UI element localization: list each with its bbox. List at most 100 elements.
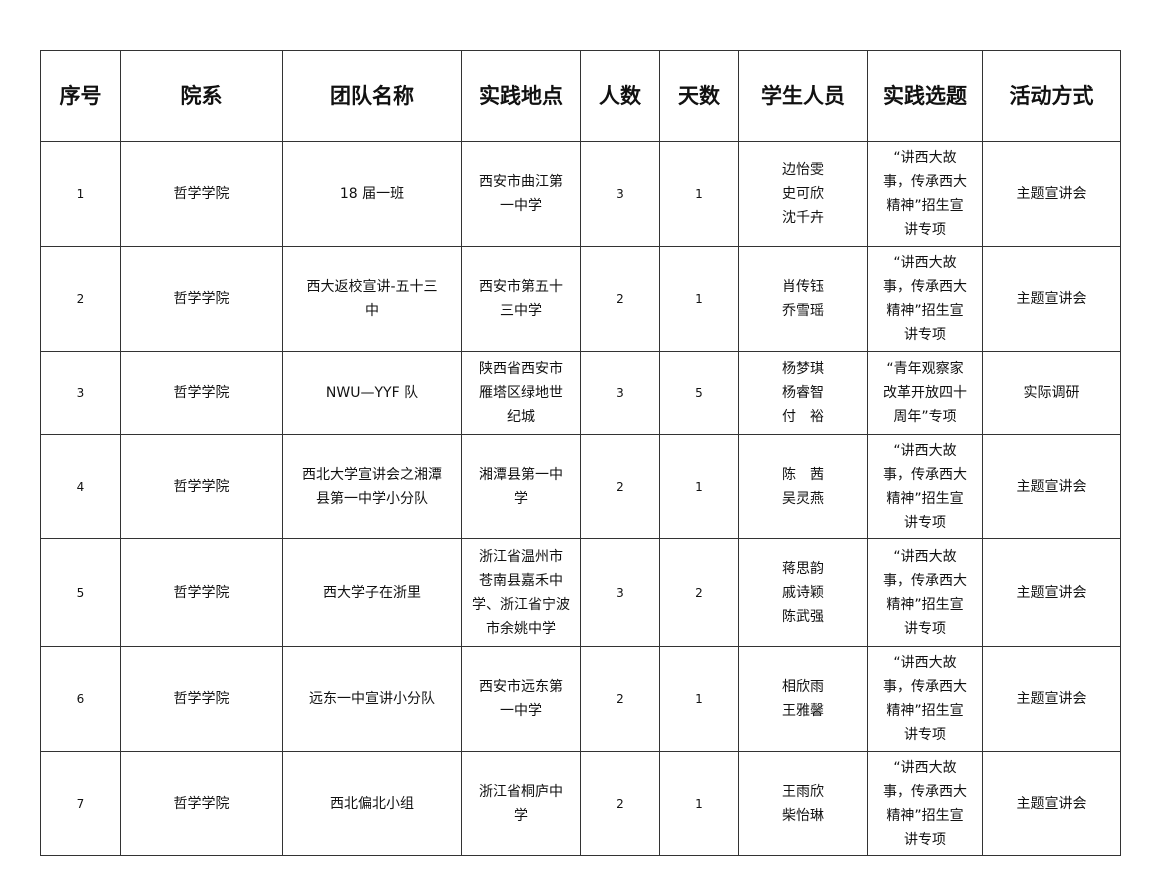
cell-line: 西安市曲江第 <box>479 174 563 190</box>
cell-activity-mode: 主题宣讲会 <box>982 434 1121 539</box>
cell-line: 乔雪瑶 <box>782 303 824 319</box>
practice-teams-table: 序号 院系 团队名称 实践地点 人数 天数 学生人员 实践选题 活动方式 1 哲学学院 18 届一班… <box>40 50 1121 856</box>
cell-location: 西安市曲江第 一中学 <box>461 141 581 247</box>
cell-line: 精神”招生宣 <box>886 490 964 507</box>
cell-line: 蒋思韵 <box>782 560 824 577</box>
cell-line: 湘潭县第一中 <box>479 466 563 483</box>
cell-line: 讲专项 <box>904 514 946 531</box>
cell-days: 1 <box>659 141 739 247</box>
cell-people-count: 3 <box>580 141 660 247</box>
cell-index: 2 <box>40 246 121 352</box>
cell-line: 学 <box>514 807 528 824</box>
cell-line: 柴怡琳 <box>782 807 824 824</box>
cell-team-name: NWU—YYF 队 <box>282 351 462 435</box>
cell-topic: “讲西大故 事，传承西大 精神”招生宣 讲专项 <box>867 751 983 856</box>
cell-line: 肖传钰 <box>782 279 824 295</box>
cell-people-count: 3 <box>580 351 660 435</box>
table-row: 1 哲学学院 18 届一班 西安市曲江第 一中学 3 1 边怡雯 史可欣 沈千卉 “讲西大故 事，传承… <box>40 141 1121 247</box>
cell-students: 边怡雯 史可欣 沈千卉 <box>738 141 868 247</box>
cell-students: 王雨欣 柴怡琳 <box>738 751 868 856</box>
cell-team-name: 西大学子在浙里 <box>282 538 462 647</box>
table-row: 4 哲学学院 西北大学宣讲会之湘潭 县第一中学小分队 湘潭县第一中学 2 1 陈 茜吴灵燕 “讲… <box>40 434 1121 539</box>
header-index: 序号 <box>40 50 121 142</box>
cell-line: 精神”招生宣 <box>886 703 964 719</box>
cell-days: 1 <box>659 751 739 856</box>
table-row: 5 哲学学院 西大学子在浙里 浙江省温州市 苍南县嘉禾中 学、浙江省宁波 市余姚中学 3 2 蒋思… <box>40 538 1121 647</box>
header-topic: 实践选题 <box>867 50 983 142</box>
header-students: 学生人员 <box>738 50 868 142</box>
header-row: 序号 院系 团队名称 实践地点 人数 天数 学生人员 实践选题 活动方式 <box>40 50 1121 142</box>
cell-department: 哲学学院 <box>120 646 283 752</box>
cell-line: 讲专项 <box>904 620 946 637</box>
cell-activity-mode: 主题宣讲会 <box>982 751 1121 856</box>
cell-topic: “讲西大故 事，传承西大 精神”招生宣 讲专项 <box>867 538 983 647</box>
cell-topic: “青年观察家 改革开放四十 周年”专项 <box>867 351 983 435</box>
cell-line: 中 <box>365 303 379 319</box>
cell-line: 戚诗颖 <box>782 584 824 601</box>
cell-line: 精神”招生宣 <box>886 198 964 214</box>
cell-department: 哲学学院 <box>120 141 283 247</box>
cell-team-name: 远东一中宣讲小分队 <box>282 646 462 752</box>
table-row: 3 哲学学院 NWU—YYF 队陕西省西安市 雁塔区绿地世 纪城 3 5 杨梦琪 杨睿智付 裕 “… <box>40 351 1121 435</box>
cell-activity-mode: 主题宣讲会 <box>982 141 1121 247</box>
cell-line: 18 届一班 <box>339 186 405 202</box>
cell-days: 1 <box>659 434 739 539</box>
cell-line: 西北偏北小组 <box>330 795 414 812</box>
cell-line: 讲专项 <box>904 831 946 848</box>
cell-department: 哲学学院 <box>120 351 283 435</box>
cell-location: 陕西省西安市 雁塔区绿地世 纪城 <box>461 351 581 435</box>
cell-line: 王雅馨 <box>782 703 824 719</box>
cell-students: 杨梦琪 杨睿智付 裕 <box>738 351 868 435</box>
table-row: 6 哲学学院 远东一中宣讲小分队 西安市远东第 一中学 2 1 相欣雨 王雅馨 “讲西大故 事，传承… <box>40 646 1121 752</box>
cell-line: 西北大学宣讲会之湘潭 <box>302 466 442 483</box>
cell-line: 三中学 <box>500 303 542 319</box>
cell-line: 事，传承西大 <box>883 174 967 190</box>
cell-line: 边怡雯 <box>782 162 824 178</box>
cell-line: 纪城 <box>507 409 535 425</box>
cell-activity-mode: 主题宣讲会 <box>982 246 1121 352</box>
cell-line: “青年观察家 <box>886 361 964 377</box>
cell-line: “讲西大故 <box>893 548 957 565</box>
cell-department: 哲学学院 <box>120 434 283 539</box>
cell-line: 周年”专项 <box>893 409 957 425</box>
cell-line: 浙江省温州市 <box>479 548 563 565</box>
cell-location: 浙江省温州市 苍南县嘉禾中 学、浙江省宁波 市余姚中学 <box>461 538 581 647</box>
header-days: 天数 <box>659 50 739 142</box>
cell-days: 5 <box>659 351 739 435</box>
cell-people-count: 3 <box>580 538 660 647</box>
table-row: 2 哲学学院 西大返校宣讲-五十三中西安市第五十 三中学 2 1 肖传钰 乔雪瑶 “讲西大故 事，… <box>40 246 1121 352</box>
cell-line: 一中学 <box>500 198 542 214</box>
cell-line: 事，传承西大 <box>883 783 967 800</box>
cell-line: 陕西省西安市 <box>479 361 563 377</box>
cell-index: 6 <box>40 646 121 752</box>
cell-topic: “讲西大故 事，传承西大 精神”招生宣 讲专项 <box>867 141 983 247</box>
cell-team-name: 西大返校宣讲-五十三中 <box>282 246 462 352</box>
cell-students: 肖传钰 乔雪瑶 <box>738 246 868 352</box>
cell-line: 县第一中学小分队 <box>316 490 428 507</box>
cell-people-count: 2 <box>580 646 660 752</box>
cell-index: 1 <box>40 141 121 247</box>
cell-line: 杨梦琪 <box>782 361 824 377</box>
header-activity-mode: 活动方式 <box>982 50 1121 142</box>
cell-line: 王雨欣 <box>782 783 824 800</box>
cell-people-count: 2 <box>580 751 660 856</box>
cell-department: 哲学学院 <box>120 751 283 856</box>
cell-line: 浙江省桐庐中 <box>479 783 563 800</box>
cell-index: 7 <box>40 751 121 856</box>
cell-line: 学、浙江省宁波 <box>472 596 570 613</box>
cell-team-name: 西北大学宣讲会之湘潭 县第一中学小分队 <box>282 434 462 539</box>
cell-line: 一中学 <box>500 703 542 719</box>
cell-line: 相欣雨 <box>782 679 824 695</box>
cell-activity-mode: 主题宣讲会 <box>982 646 1121 752</box>
cell-people-count: 2 <box>580 434 660 539</box>
cell-line: “讲西大故 <box>893 442 957 459</box>
cell-index: 4 <box>40 434 121 539</box>
cell-line: 远东一中宣讲小分队 <box>309 691 435 707</box>
cell-line: 学 <box>514 490 528 507</box>
cell-line: 讲专项 <box>904 327 946 343</box>
cell-activity-mode: 主题宣讲会 <box>982 538 1121 647</box>
cell-line: 杨睿智 <box>782 385 824 401</box>
cell-line: 西安市第五十 <box>479 279 563 295</box>
cell-line: 事，传承西大 <box>883 679 967 695</box>
cell-team-name: 18 届一班 <box>282 141 462 247</box>
